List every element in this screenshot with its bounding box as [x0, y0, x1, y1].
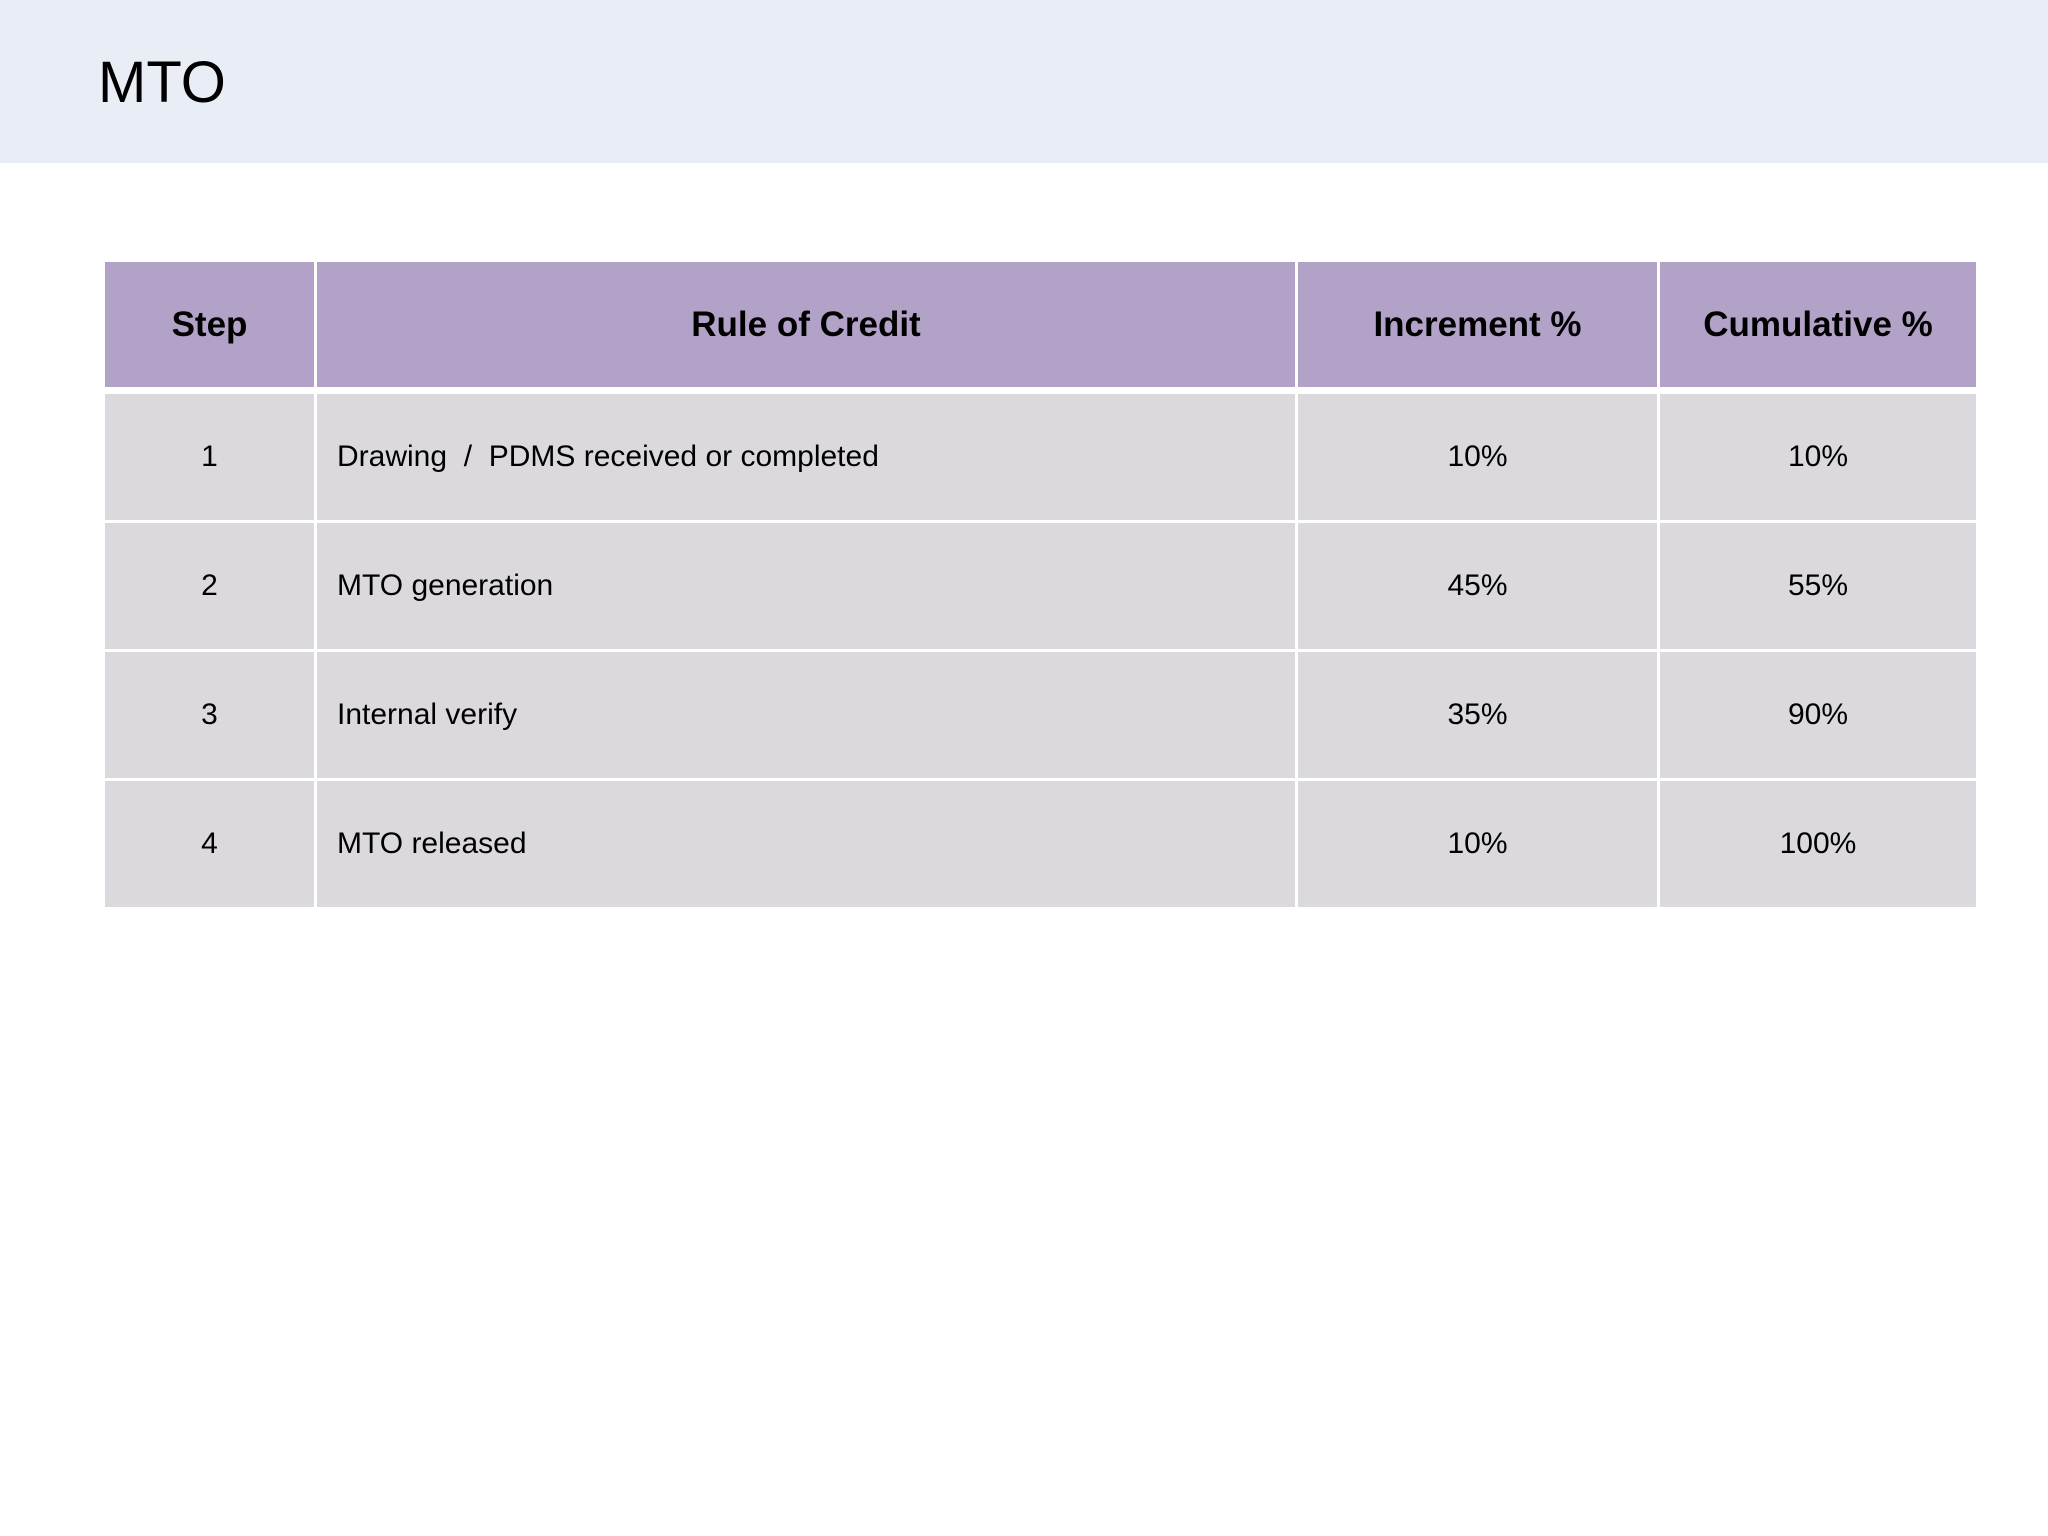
table-head: Step Rule of Credit Increment % Cumulati… — [105, 262, 1976, 391]
table-cell: MTO released — [317, 781, 1295, 907]
table-body: 1 Drawing / PDMS received or completed 10%… — [105, 394, 1976, 907]
table-cell: Drawing / PDMS received or completed — [317, 394, 1295, 520]
table-cell: 45% — [1298, 523, 1657, 649]
table-cell: Internal verify — [317, 652, 1295, 778]
table-cell: 10% — [1298, 394, 1657, 520]
table-row: 4 MTO released 10% 100% — [105, 781, 1976, 907]
column-header: Rule of Credit — [317, 262, 1295, 391]
credit-table: Step Rule of Credit Increment % Cumulati… — [102, 259, 1979, 910]
header-band — [0, 0, 2048, 163]
column-header: Increment % — [1298, 262, 1657, 391]
table-cell: 90% — [1660, 652, 1976, 778]
table-cell: 4 — [105, 781, 314, 907]
table-row: 2 MTO generation 45% 55% — [105, 523, 1976, 649]
slide-title: MTO — [98, 50, 226, 115]
table-cell: 2 — [105, 523, 314, 649]
table-cell: 10% — [1298, 781, 1657, 907]
table-cell: 10% — [1660, 394, 1976, 520]
table-cell: 55% — [1660, 523, 1976, 649]
table-cell: 35% — [1298, 652, 1657, 778]
column-header: Cumulative % — [1660, 262, 1976, 391]
table-row: 3 Internal verify 35% 90% — [105, 652, 1976, 778]
table-cell: 1 — [105, 394, 314, 520]
table-cell: MTO generation — [317, 523, 1295, 649]
column-header: Step — [105, 262, 314, 391]
table-cell: 3 — [105, 652, 314, 778]
header-row: Step Rule of Credit Increment % Cumulati… — [105, 262, 1976, 391]
table-row: 1 Drawing / PDMS received or completed 10%… — [105, 394, 1976, 520]
table-cell: 100% — [1660, 781, 1976, 907]
